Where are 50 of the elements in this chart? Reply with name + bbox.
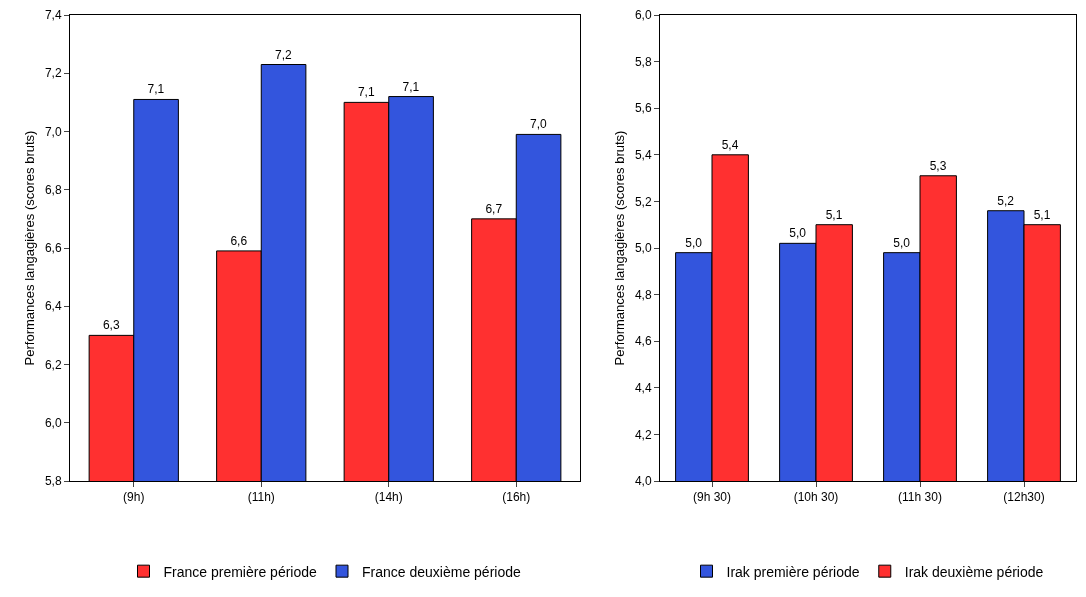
- y-tick-label: 7,4: [44, 8, 62, 23]
- y-axis-title: Performances langagières (scores bruts): [22, 130, 37, 366]
- y-tick-label: 4,2: [634, 427, 652, 442]
- x-tick-label: (11h): [247, 490, 275, 505]
- y-tick-label: 4,8: [634, 287, 652, 302]
- y-tick-label: 6,0: [44, 415, 62, 430]
- x-tick-label: (9h 30): [692, 490, 732, 505]
- x-tick-label: (11h 30): [898, 490, 942, 505]
- data-label: 7,1: [147, 82, 165, 97]
- y-tick-label: 6,4: [44, 299, 62, 314]
- data-label: 5,0: [893, 235, 911, 250]
- y-tick-label: 4,4: [634, 381, 652, 395]
- data-label: 5,1: [1033, 207, 1051, 222]
- y-tick-label: 6,0: [634, 8, 652, 23]
- y-tick-label: 5,8: [44, 474, 62, 489]
- y-tick-label: 5,0: [634, 241, 652, 256]
- y-tick-label: 5,8: [634, 54, 652, 69]
- legend-label: Irak deuxième période: [904, 563, 1044, 580]
- y-tick-label: 4,0: [634, 474, 652, 489]
- data-label: 7,1: [402, 79, 420, 94]
- data-label: 6,6: [230, 233, 248, 248]
- data-label: 5,3: [929, 158, 947, 173]
- y-axis-title: Performances langagières (scores bruts): [612, 130, 627, 366]
- legend-label: Irak première période: [726, 563, 860, 580]
- data-label: 5,2: [997, 193, 1015, 208]
- legend-label: France deuxième période: [362, 563, 521, 580]
- y-tick-label: 7,0: [44, 124, 62, 139]
- data-label: 7,2: [275, 47, 293, 62]
- y-tick-label: 4,6: [634, 334, 652, 349]
- data-label: 5,0: [789, 226, 807, 241]
- y-tick-label: 6,8: [44, 182, 62, 197]
- x-tick-label: (14h): [374, 490, 403, 505]
- data-label: 5,0: [685, 235, 703, 250]
- x-tick-label: (16h): [502, 490, 531, 505]
- y-tick-label: 7,2: [44, 66, 62, 81]
- x-tick-label: (12h30): [1003, 490, 1045, 505]
- y-tick-label: 5,4: [634, 148, 652, 162]
- data-label: 5,1: [825, 207, 843, 222]
- data-label: 7,0: [530, 117, 548, 132]
- x-tick-label: (9h): [123, 490, 145, 505]
- y-tick-label: 6,2: [44, 357, 62, 372]
- legend-label: France première période: [163, 563, 318, 580]
- data-label: 6,3: [102, 318, 120, 333]
- data-label: 7,1: [357, 85, 375, 100]
- y-tick-label: 6,6: [44, 241, 62, 256]
- x-tick-label: (10h 30): [793, 490, 839, 505]
- data-label: 6,7: [485, 201, 503, 216]
- data-label: 5,4: [721, 137, 739, 152]
- y-tick-label: 5,6: [634, 101, 652, 116]
- y-tick-label: 5,2: [634, 194, 652, 209]
